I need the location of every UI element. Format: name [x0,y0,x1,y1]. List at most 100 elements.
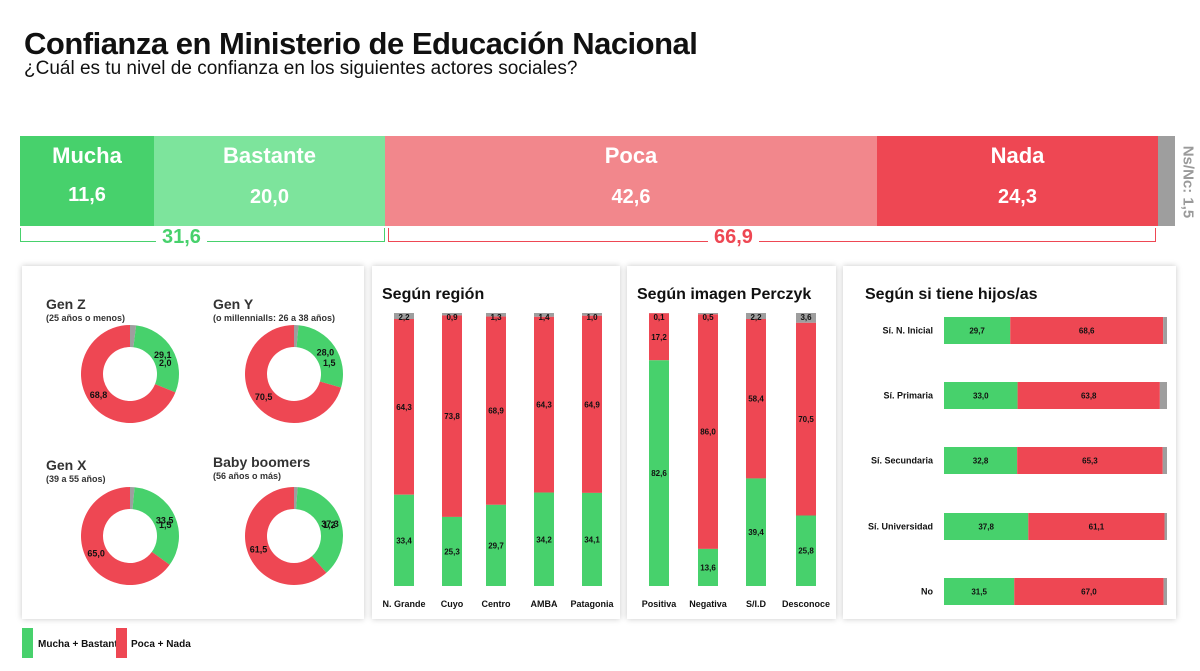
hijos-bar-negative-no [1014,578,1164,605]
generaciones-donuts: Gen Z(25 años o menos) 29,1 68,8 2,0 Gen Y(o… [46,296,343,585]
donut-label-negative-baby-boomers: 61,5 [250,544,268,554]
hijos-bar-nsnc-s-primaria [1159,382,1167,409]
segment-poca-value: 42,6 [611,186,651,208]
perczyk-chart: 0,1 17,2 82,6 Positiva 0,5 86,0 13,6 Negativa 2,… [642,313,830,609]
donut-label-negative-gen-y: 70,5 [255,392,273,402]
donut-label-nsnc-gen-x: 1,5 [159,520,172,530]
segment-mucha-value: 11,6 [68,184,106,206]
hijos-bar-negative-s-universidad [1028,513,1165,540]
hijos-bar-positive-s-secundaria [944,447,1018,474]
page-subtitle: ¿Cuál es tu nivel de confianza en los si… [24,58,578,79]
panel-generaciones: Gen Z (25 años o menos) 29,1 68,8 2,0 Gen Y (o… [22,266,364,619]
donut-slice-nsnc-baby-boomers [294,487,298,510]
positive-total: 31,6 [156,226,207,249]
perczyk-label-positive-s-i-d: 39,4 [748,528,764,537]
region-label-negative-patagonia: 64,9 [584,400,600,409]
segment-nada-label: Nada [990,143,1045,168]
donut-label-nsnc-gen-z: 2,0 [159,358,172,368]
donut-subtitle-gen-z: (25 años o menos) [46,313,125,323]
perczyk-bar-nsnc-s-i-d [746,313,766,320]
region-label-nsnc-cuyo: 0,9 [446,313,458,322]
donut-subtitle-gen-x: (39 a 55 años) [46,474,106,484]
hijos-bar-positive-s-n-inicial [944,317,1011,344]
perczyk-label-nsnc-positiva: 0,1 [653,313,665,322]
donut-title-baby-boomers: Baby boomers [213,454,310,470]
region-bar-negative-n-grande [394,319,414,495]
segment-poca-label: Poca [604,143,658,168]
donut-slice-nsnc-gen-y [294,325,299,348]
segment-nsnc [1158,136,1175,226]
hijos-label-negative-s-n-inicial: 68,6 [1079,327,1095,336]
segment-nada-value: 24,3 [998,186,1037,208]
legend-swatch-positive [22,628,33,658]
hijos-label-positive-s-universidad: 37,8 [978,523,994,532]
segment-bastante: Bastante 20,0 [154,136,385,226]
nsnc-label-box: Ns/Nc: 1,5 [1176,138,1200,226]
hijos-category-s-primaria: Sí. Primaria [883,391,934,401]
region-bar-positive-amba [534,492,554,586]
region-bar-nsnc-cuyo [442,313,462,316]
hijos-category-s-universidad: Sí. Universidad [868,522,933,532]
perczyk-label-negative-desconoce: 70,5 [798,415,814,424]
donut-slice-nsnc-gen-z [130,325,137,348]
region-label-nsnc-patagonia: 1,0 [586,313,598,322]
region-bar-negative-cuyo [442,315,462,517]
perczyk-label-nsnc-desconoce: 3,6 [800,313,812,322]
region-label-positive-n-grande: 33,4 [396,536,412,545]
hijos-bar-negative-s-n-inicial [1010,317,1164,344]
region-label-positive-centro: 29,7 [488,541,504,550]
region-bar-negative-centro [486,316,506,505]
perczyk-bar-nsnc-desconoce [796,313,816,323]
donut-title-gen-y: Gen Y [213,296,254,312]
hijos-chart: 29,7 68,6 Sí. N. Inicial 33,0 63,8 Sí. Primar… [868,317,1167,605]
perczyk-bar-negative-positiva [649,313,669,361]
perczyk-label-positive-positiva: 82,6 [651,469,667,478]
donut-slice-negative-baby-boomers [244,487,327,585]
legend-label-positive: Mucha + Bastante [38,639,124,650]
donut-slice-positive-baby-boomers [296,487,343,573]
hijos-bar-positive-no [944,578,1015,605]
donut-label-positive-gen-y: 28,0 [317,348,335,358]
nsnc-label: Ns/Nc: 1,5 [1179,145,1197,219]
panel-region: Según región 2,2 64,3 33,4 N. Grande 0,9 73,8… [372,266,620,619]
donut-slice-nsnc-gen-x [130,487,135,510]
perczyk-label-nsnc-negativa: 0,5 [702,313,714,322]
page-title: Confianza en Ministerio de Educación Nac… [24,26,698,61]
region-label-nsnc-n-grande: 2,2 [398,313,410,322]
hijos-label-positive-s-primaria: 33,0 [973,392,989,401]
region-bar-positive-cuyo [442,516,462,586]
segment-bastante-value: 20,0 [250,186,289,208]
hijos-label-negative-s-universidad: 61,1 [1089,523,1105,532]
region-bar-nsnc-patagonia [582,313,602,316]
perczyk-category-s-i-d: S/I.D [746,599,767,609]
donut-slice-positive-gen-x [132,487,179,565]
perczyk-title: Según imagen Perczyk [637,286,812,303]
donut-slice-positive-gen-y [296,325,343,388]
region-label-positive-patagonia: 34,1 [584,535,600,544]
perczyk-label-negative-positiva: 17,2 [651,333,667,342]
donut-label-positive-gen-z: 29,1 [154,350,172,360]
hijos-category-s-secundaria: Sí. Secundaria [871,456,934,466]
hijos-label-negative-s-secundaria: 65,3 [1082,457,1098,466]
hijos-bar-positive-s-primaria [944,382,1018,409]
donut-label-nsnc-gen-y: 1,5 [323,358,336,368]
perczyk-bar-negative-negativa [698,314,718,549]
perczyk-category-desconoce: Desconoce [782,599,830,609]
perczyk-bar-positive-negativa [698,548,718,586]
perczyk-label-negative-s-i-d: 58,4 [748,395,764,404]
perczyk-label-positive-negativa: 13,6 [700,563,716,572]
donut-slice-negative-gen-z [81,325,176,423]
perczyk-bar-nsnc-negativa [698,313,718,315]
donut-label-positive-gen-x: 33,5 [156,515,174,525]
region-bar-nsnc-centro [486,313,506,317]
segment-bastante-label: Bastante [223,143,316,168]
region-label-negative-cuyo: 73,8 [444,412,460,421]
region-label-positive-amba: 34,2 [536,535,552,544]
hijos-label-positive-no: 31,5 [971,588,987,597]
region-bar-positive-centro [486,504,506,586]
region-bar-positive-n-grande [394,494,414,586]
perczyk-bar-positive-desconoce [796,515,816,586]
segment-mucha-label: Mucha [52,143,122,168]
perczyk-bar-negative-desconoce [796,322,816,516]
region-label-nsnc-centro: 1,3 [490,313,502,322]
